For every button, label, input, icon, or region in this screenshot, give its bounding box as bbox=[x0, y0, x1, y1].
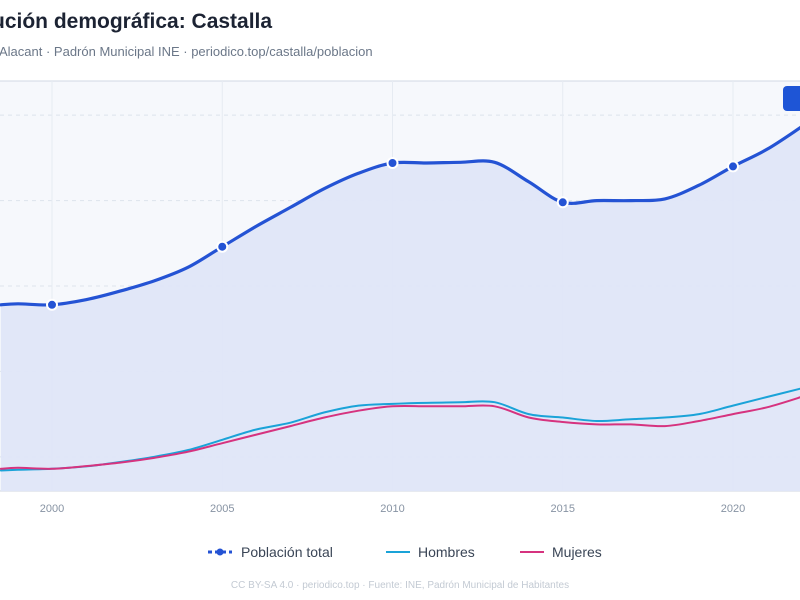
chart-options-button[interactable] bbox=[783, 86, 800, 111]
footer-credits: CC BY-SA 4.0 · periodico.top · Fuente: I… bbox=[230, 580, 570, 591]
point-total-2005[interactable] bbox=[216, 240, 229, 253]
legend-label-hombres: Hombres bbox=[418, 544, 475, 560]
x-tick-label: 2000 bbox=[40, 503, 64, 515]
page-title: ución demográfica: Castalla bbox=[0, 10, 273, 33]
legend-swatch-hombres bbox=[386, 551, 410, 553]
legend-item-hombres[interactable]: Hombres bbox=[386, 544, 475, 560]
area-total bbox=[0, 127, 800, 491]
point-total-2010[interactable] bbox=[386, 157, 399, 169]
legend-label-total: Población total bbox=[241, 544, 333, 560]
legend-item-total[interactable]: Población total bbox=[207, 544, 333, 560]
x-tick-label: 2005 bbox=[210, 503, 234, 515]
legend-item-mujeres[interactable]: Mujeres bbox=[520, 544, 602, 560]
x-tick-label: 2020 bbox=[721, 503, 745, 515]
series-line-mujeres bbox=[0, 396, 800, 470]
chart-legend: Población total Hombres Mujeres bbox=[0, 544, 800, 564]
x-tick-label: 2015 bbox=[551, 503, 575, 515]
legend-swatch-mujeres bbox=[520, 551, 544, 553]
point-total-2015[interactable] bbox=[556, 196, 569, 209]
point-total-2020[interactable] bbox=[727, 160, 739, 173]
point-total-2000[interactable] bbox=[46, 298, 58, 311]
chart-subtitle: Alacant · Padrón Municipal INE · periodi… bbox=[0, 44, 373, 59]
legend-swatch-total bbox=[208, 548, 232, 556]
legend-label-mujeres: Mujeres bbox=[552, 544, 602, 560]
x-tick-label: 2010 bbox=[380, 503, 404, 515]
